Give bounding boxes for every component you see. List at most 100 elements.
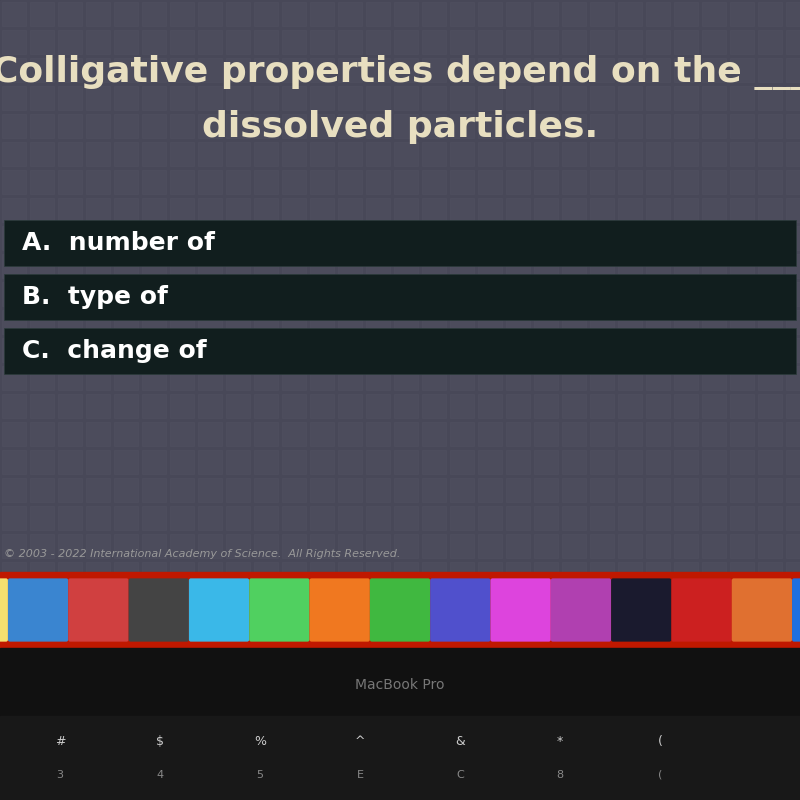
Bar bbox=[758, 590, 782, 614]
Bar bbox=[618, 2, 642, 26]
Bar bbox=[86, 170, 110, 194]
Bar bbox=[282, 170, 306, 194]
Bar bbox=[758, 58, 782, 82]
Bar bbox=[226, 478, 250, 502]
Bar bbox=[114, 506, 138, 530]
Bar bbox=[170, 366, 194, 390]
Bar bbox=[30, 254, 54, 278]
Bar bbox=[30, 450, 54, 474]
Bar bbox=[58, 282, 82, 306]
Bar bbox=[86, 450, 110, 474]
Bar bbox=[590, 142, 614, 166]
Bar bbox=[226, 338, 250, 362]
Bar bbox=[730, 310, 754, 334]
Bar bbox=[2, 478, 26, 502]
Bar bbox=[394, 86, 418, 110]
Bar bbox=[86, 282, 110, 306]
FancyBboxPatch shape bbox=[370, 578, 430, 642]
Bar bbox=[338, 450, 362, 474]
Bar bbox=[394, 590, 418, 614]
Bar bbox=[198, 366, 222, 390]
Bar bbox=[58, 506, 82, 530]
Bar bbox=[562, 282, 586, 306]
Bar bbox=[338, 282, 362, 306]
Bar bbox=[310, 114, 334, 138]
Bar bbox=[758, 114, 782, 138]
Bar bbox=[366, 282, 390, 306]
Bar bbox=[562, 226, 586, 250]
Bar bbox=[786, 562, 800, 586]
Bar bbox=[310, 226, 334, 250]
Bar bbox=[646, 2, 670, 26]
Bar bbox=[86, 590, 110, 614]
Bar bbox=[730, 366, 754, 390]
Bar bbox=[450, 58, 474, 82]
Bar bbox=[366, 310, 390, 334]
Bar bbox=[618, 254, 642, 278]
Bar bbox=[0, 572, 800, 648]
FancyBboxPatch shape bbox=[490, 578, 550, 642]
Bar bbox=[86, 310, 110, 334]
Bar bbox=[674, 2, 698, 26]
Bar bbox=[534, 86, 558, 110]
Bar bbox=[310, 198, 334, 222]
Bar bbox=[674, 478, 698, 502]
Bar bbox=[2, 394, 26, 418]
Bar bbox=[366, 226, 390, 250]
Bar bbox=[338, 226, 362, 250]
Text: (: ( bbox=[658, 734, 662, 748]
Bar bbox=[450, 114, 474, 138]
Bar bbox=[254, 422, 278, 446]
Text: (: ( bbox=[658, 770, 662, 780]
Bar bbox=[338, 422, 362, 446]
Bar bbox=[254, 114, 278, 138]
Text: *: * bbox=[557, 734, 563, 748]
Bar bbox=[450, 534, 474, 558]
Bar bbox=[254, 282, 278, 306]
Bar bbox=[226, 30, 250, 54]
Bar bbox=[674, 422, 698, 446]
Bar bbox=[310, 30, 334, 54]
Bar bbox=[142, 30, 166, 54]
Bar bbox=[58, 590, 82, 614]
Bar bbox=[226, 114, 250, 138]
Bar bbox=[254, 226, 278, 250]
Bar bbox=[674, 310, 698, 334]
Bar bbox=[702, 534, 726, 558]
Bar bbox=[226, 170, 250, 194]
Bar bbox=[170, 562, 194, 586]
Bar bbox=[422, 338, 446, 362]
Bar bbox=[198, 198, 222, 222]
Bar bbox=[618, 478, 642, 502]
Bar bbox=[366, 450, 390, 474]
Bar bbox=[786, 30, 800, 54]
Bar bbox=[730, 198, 754, 222]
Bar bbox=[86, 198, 110, 222]
Bar bbox=[506, 422, 530, 446]
Bar bbox=[562, 590, 586, 614]
Text: &: & bbox=[455, 734, 465, 748]
Bar bbox=[562, 30, 586, 54]
Bar bbox=[758, 226, 782, 250]
Bar bbox=[590, 310, 614, 334]
Bar bbox=[562, 422, 586, 446]
Bar bbox=[366, 86, 390, 110]
Bar bbox=[310, 310, 334, 334]
Bar bbox=[394, 422, 418, 446]
Bar bbox=[394, 394, 418, 418]
Bar bbox=[562, 366, 586, 390]
Bar bbox=[450, 506, 474, 530]
Bar bbox=[478, 450, 502, 474]
Bar bbox=[450, 394, 474, 418]
Bar bbox=[366, 366, 390, 390]
Bar bbox=[422, 58, 446, 82]
FancyBboxPatch shape bbox=[792, 578, 800, 642]
Bar bbox=[142, 58, 166, 82]
Bar bbox=[86, 478, 110, 502]
Bar bbox=[142, 450, 166, 474]
Bar bbox=[646, 394, 670, 418]
Bar bbox=[30, 562, 54, 586]
Bar bbox=[534, 226, 558, 250]
Bar bbox=[114, 226, 138, 250]
Bar bbox=[478, 366, 502, 390]
